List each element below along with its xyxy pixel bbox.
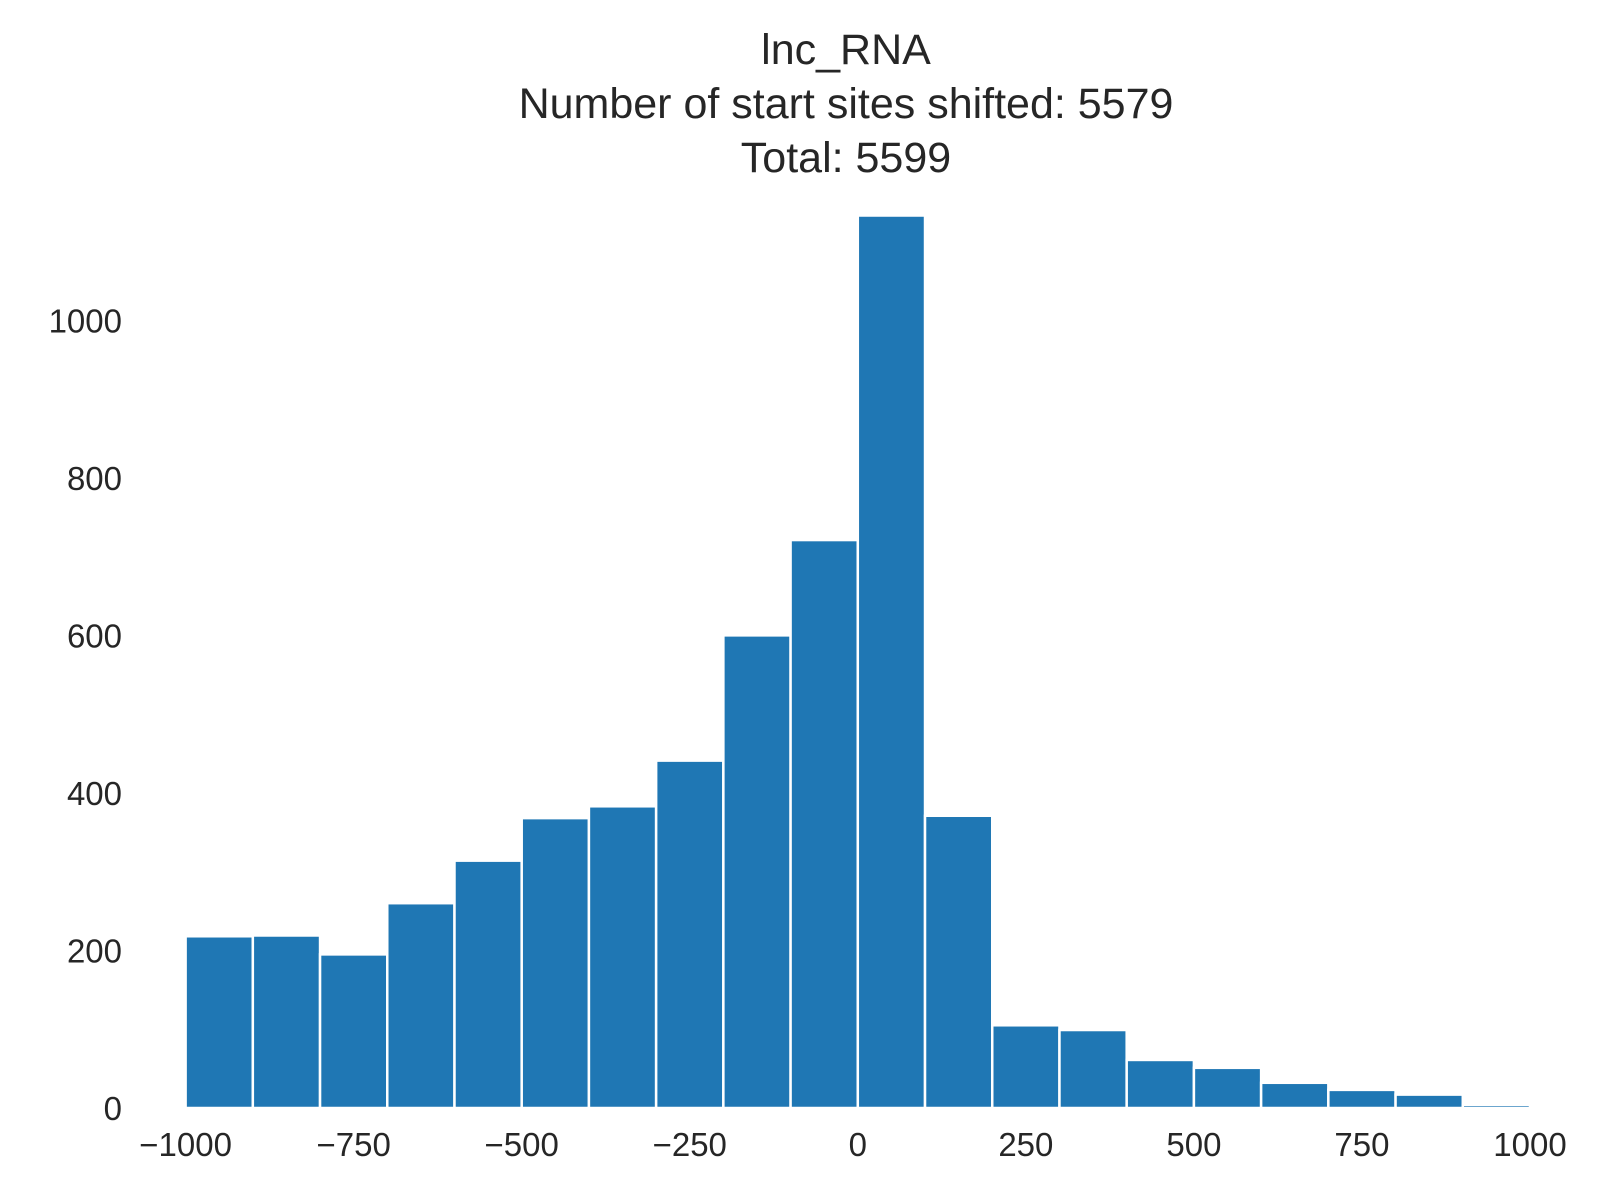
histogram-bars — [184, 214, 1532, 1110]
histogram-bar-9 — [789, 538, 860, 1110]
x-tick-label: −250 — [653, 1126, 727, 1163]
histogram-bar-14 — [1125, 1058, 1196, 1110]
histogram-bar-12 — [990, 1024, 1061, 1110]
x-tick-label: 500 — [1166, 1126, 1221, 1163]
y-tick-label: 800 — [67, 460, 122, 497]
histogram-bar-3 — [386, 901, 456, 1110]
y-tick-label: 400 — [67, 775, 122, 812]
title-line-2: Number of start sites shifted: 5579 — [519, 80, 1174, 128]
x-tick-label: −750 — [316, 1126, 390, 1163]
x-axis-tick-labels: −1000 −750 −500 −250 0 250 500 750 1000 — [139, 1126, 1566, 1163]
x-tick-label: 1000 — [1493, 1126, 1566, 1163]
x-tick-label: 0 — [849, 1126, 867, 1163]
y-axis-tick-labels: 0 200 400 600 800 1000 — [49, 302, 122, 1127]
histogram-bar-19 — [1461, 1103, 1532, 1110]
histogram-bar-18 — [1394, 1093, 1465, 1110]
histogram-bar-6 — [587, 805, 658, 1110]
y-tick-label: 600 — [67, 617, 122, 654]
histogram-bar-0 — [184, 935, 255, 1110]
histogram-bar-7 — [654, 759, 725, 1110]
title-line-3: Total: 5599 — [741, 134, 951, 182]
histogram-bar-17 — [1327, 1088, 1397, 1110]
chart-title: lnc_RNA Number of start sites shifted: 5… — [519, 26, 1174, 182]
x-tick-label: 750 — [1334, 1126, 1389, 1163]
y-tick-label: 200 — [67, 932, 122, 969]
histogram-bar-10 — [856, 214, 927, 1110]
title-line-1: lnc_RNA — [761, 26, 931, 74]
x-tick-label: −500 — [485, 1126, 559, 1163]
histogram-bar-8 — [722, 634, 792, 1110]
histogram-bar-16 — [1259, 1081, 1330, 1110]
y-tick-label: 0 — [104, 1090, 122, 1127]
histogram-bar-5 — [520, 816, 591, 1110]
histogram-bar-2 — [318, 953, 389, 1110]
histogram-bar-11 — [923, 814, 994, 1110]
x-tick-label: −1000 — [139, 1126, 232, 1163]
histogram-bar-4 — [453, 859, 523, 1110]
histogram-bar-15 — [1192, 1066, 1263, 1110]
y-tick-label: 1000 — [49, 302, 122, 339]
histogram-bar-1 — [251, 934, 322, 1110]
histogram-bar-13 — [1058, 1028, 1128, 1110]
x-tick-label: 250 — [998, 1126, 1053, 1163]
